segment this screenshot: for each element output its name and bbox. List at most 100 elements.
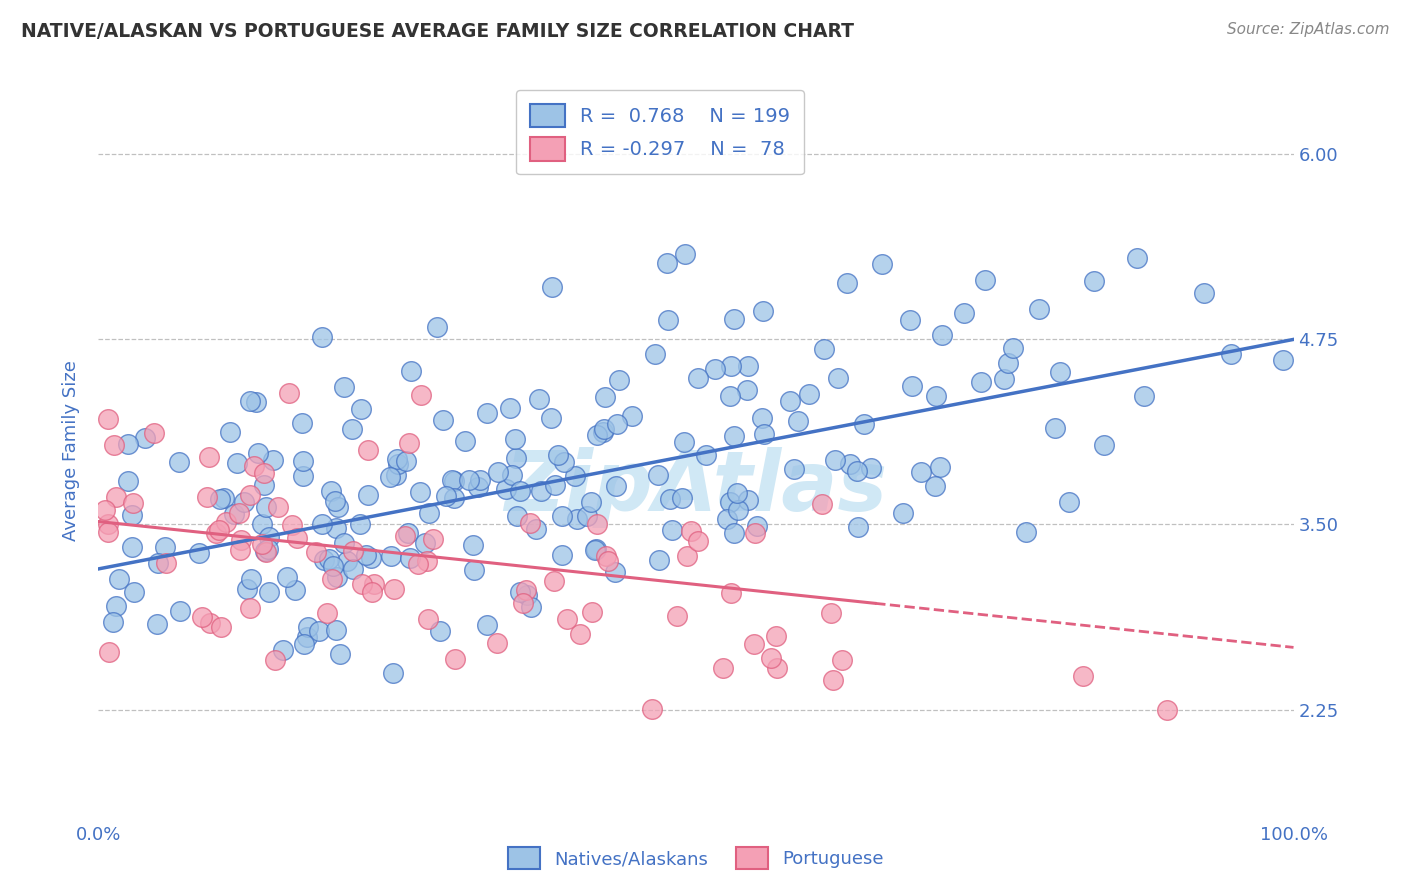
Point xyxy=(468,473,491,487)
Point xyxy=(191,609,214,624)
Point xyxy=(443,491,465,506)
Point xyxy=(378,469,401,483)
Point xyxy=(567,512,589,526)
Point xyxy=(595,549,617,564)
Point xyxy=(240,573,263,587)
Point xyxy=(579,495,602,509)
Point xyxy=(891,506,914,520)
Point xyxy=(195,490,218,504)
Point xyxy=(228,506,250,520)
Point xyxy=(727,503,749,517)
Point xyxy=(429,624,451,639)
Point xyxy=(744,637,766,651)
Point xyxy=(782,462,804,476)
Point xyxy=(695,448,717,462)
Point xyxy=(1083,274,1105,288)
Point xyxy=(325,623,347,637)
Point xyxy=(550,508,572,523)
Point xyxy=(585,428,607,442)
Point xyxy=(519,516,541,531)
Point xyxy=(142,425,165,440)
Point xyxy=(305,545,328,559)
Point xyxy=(318,552,340,566)
Point xyxy=(399,364,422,378)
Point xyxy=(993,372,1015,386)
Point xyxy=(297,620,319,634)
Point xyxy=(418,506,440,520)
Point xyxy=(239,394,262,409)
Point xyxy=(621,409,644,423)
Point xyxy=(486,636,509,650)
Point xyxy=(970,376,993,390)
Point xyxy=(322,559,344,574)
Point xyxy=(239,488,262,502)
Point xyxy=(253,466,276,480)
Point xyxy=(852,417,875,432)
Point xyxy=(284,583,307,598)
Point xyxy=(363,576,385,591)
Point xyxy=(321,573,343,587)
Point xyxy=(759,650,782,665)
Text: NATIVE/ALASKAN VS PORTUGUESE AVERAGE FAMILY SIZE CORRELATION CHART: NATIVE/ALASKAN VS PORTUGUESE AVERAGE FAM… xyxy=(21,22,853,41)
Point xyxy=(254,500,277,515)
Point xyxy=(799,387,821,401)
Text: Source: ZipAtlas.com: Source: ZipAtlas.com xyxy=(1226,22,1389,37)
Point xyxy=(673,246,696,260)
Point xyxy=(901,379,924,393)
Point xyxy=(540,280,562,294)
Point xyxy=(360,551,382,566)
Point xyxy=(247,446,270,460)
Point xyxy=(411,387,433,401)
Point xyxy=(103,615,125,630)
Point xyxy=(723,311,745,326)
Point xyxy=(97,517,120,532)
Point xyxy=(257,542,280,557)
Point xyxy=(434,489,457,503)
Point xyxy=(426,319,449,334)
Point xyxy=(349,517,371,532)
Point xyxy=(641,702,664,716)
Point xyxy=(97,412,120,426)
Point xyxy=(385,452,408,467)
Point xyxy=(835,276,858,290)
Point xyxy=(1092,438,1115,452)
Point xyxy=(1133,389,1156,403)
Point xyxy=(333,379,356,393)
Point xyxy=(253,544,276,558)
Point xyxy=(245,395,267,409)
Point xyxy=(291,417,314,431)
Point xyxy=(509,584,531,599)
Point xyxy=(145,616,167,631)
Point xyxy=(454,434,477,449)
Point xyxy=(117,437,139,451)
Point xyxy=(384,582,406,596)
Point xyxy=(209,620,232,634)
Point xyxy=(1156,703,1178,717)
Point xyxy=(1071,669,1094,683)
Point xyxy=(103,438,125,452)
Point xyxy=(607,374,630,388)
Point xyxy=(357,488,380,502)
Point xyxy=(212,491,235,505)
Point xyxy=(380,549,402,563)
Point xyxy=(416,612,439,626)
Point xyxy=(285,531,308,545)
Point xyxy=(396,526,419,541)
Point xyxy=(323,494,346,508)
Point xyxy=(1272,353,1295,368)
Point xyxy=(406,557,429,571)
Point xyxy=(751,410,773,425)
Point xyxy=(1045,421,1067,435)
Point xyxy=(551,548,574,562)
Point xyxy=(657,313,679,327)
Point xyxy=(1028,301,1050,316)
Point xyxy=(398,435,420,450)
Point xyxy=(385,468,408,483)
Point xyxy=(592,422,614,436)
Point xyxy=(264,652,287,666)
Point xyxy=(297,630,319,644)
Point xyxy=(105,490,128,504)
Point xyxy=(811,497,834,511)
Point xyxy=(107,573,129,587)
Point xyxy=(735,383,758,397)
